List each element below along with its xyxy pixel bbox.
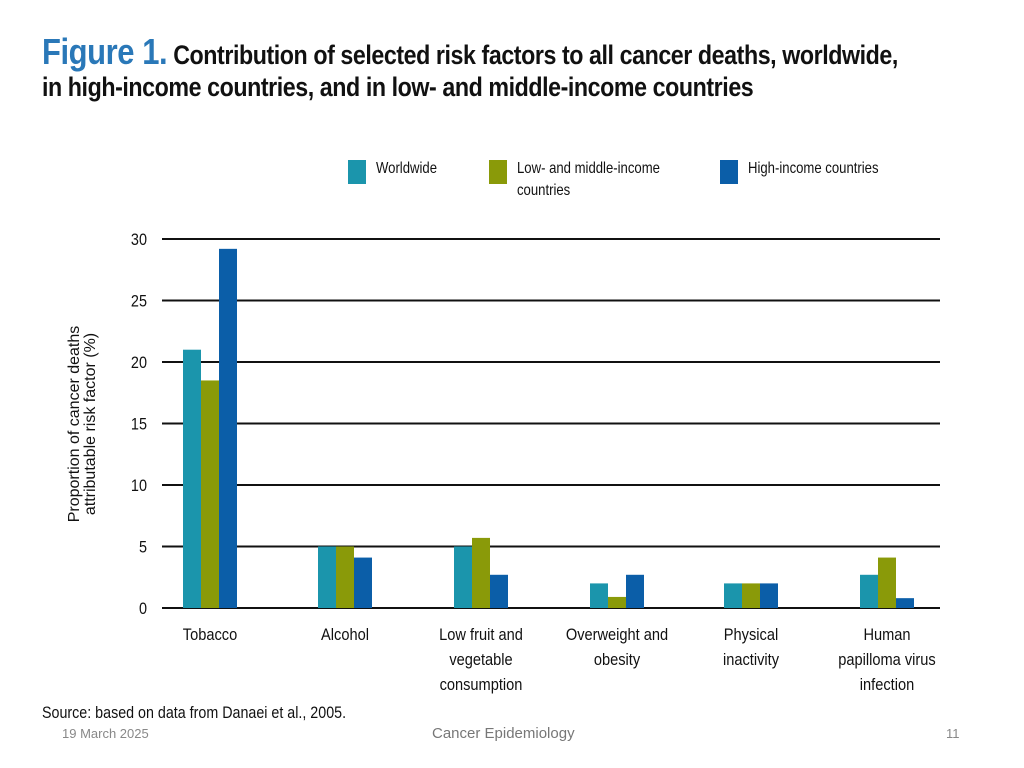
bar	[354, 557, 372, 608]
bar	[878, 557, 896, 608]
page-number: 11	[946, 726, 960, 741]
source-note: Source: based on data from Danaei et al.…	[42, 703, 347, 722]
bar	[183, 349, 201, 608]
bar	[454, 546, 472, 608]
x-category-label: papilloma virus	[838, 651, 936, 669]
bar	[608, 596, 626, 608]
figure-title: Figure 1. Contribution of selected risk …	[42, 34, 898, 103]
bar	[201, 380, 219, 608]
footer-date: 19 March 2025	[62, 726, 149, 741]
y-axis-title: Proportion of cancer deaths	[66, 326, 83, 523]
legend-swatch-low-middle	[489, 160, 507, 184]
bar	[219, 248, 237, 608]
x-category-label: consumption	[440, 676, 523, 694]
y-tick-label: 5	[139, 538, 147, 556]
title-line-1: Contribution of selected risk factors to…	[173, 40, 898, 70]
y-tick-label: 20	[131, 354, 147, 372]
bar	[896, 598, 914, 608]
bar	[626, 574, 644, 608]
legend-swatch-worldwide	[348, 160, 366, 184]
title-line-2: in high-income countries, and in low- an…	[42, 72, 754, 102]
footer-title: Cancer Epidemiology	[432, 725, 575, 742]
y-tick-label: 10	[131, 477, 147, 495]
x-category-label: Physical	[724, 626, 778, 644]
bar-chart: 0 5 10 15 20 25 30 Proportion of cancer deaths a…	[66, 231, 940, 694]
bar	[590, 583, 608, 608]
legend-item-high-income: High-income countries	[720, 158, 907, 184]
x-category-label: Low fruit and	[439, 626, 523, 644]
figure-label: Figure 1.	[42, 31, 168, 72]
x-category-label: inactivity	[723, 651, 779, 669]
legend-label-high-income: High-income countries	[748, 160, 879, 177]
x-category-label: vegetable	[449, 651, 513, 669]
x-category-label: Overweight and	[566, 626, 668, 644]
bar	[336, 546, 354, 608]
x-category-label: obesity	[594, 651, 640, 669]
y-tick-label: 15	[131, 415, 147, 433]
bar	[472, 537, 490, 608]
bar	[860, 574, 878, 608]
y-tick-label: 25	[131, 292, 147, 310]
legend-label-low-middle: Low- and middle-income countries	[517, 160, 660, 199]
x-category-label: infection	[860, 676, 914, 694]
y-tick-label: 0	[139, 600, 147, 618]
bar	[760, 583, 778, 608]
y-tick-label: 30	[131, 231, 147, 249]
x-category-label: Alcohol	[321, 626, 369, 644]
legend-item-worldwide: Worldwide	[348, 158, 450, 184]
legend-label-worldwide: Worldwide	[376, 160, 438, 177]
legend-item-low-middle: Low- and middle-income countries	[489, 158, 691, 202]
bar	[724, 583, 742, 608]
bar	[490, 574, 508, 608]
bar	[318, 546, 336, 608]
y-axis-title: attributable risk factor (%)	[82, 333, 99, 515]
x-category-label: Tobacco	[183, 626, 238, 644]
legend-swatch-high-income	[720, 160, 738, 184]
x-category-label: Human	[863, 626, 910, 644]
chart-legend: Worldwide Low- and middle-income countri…	[0, 158, 1024, 208]
bar	[742, 583, 760, 608]
